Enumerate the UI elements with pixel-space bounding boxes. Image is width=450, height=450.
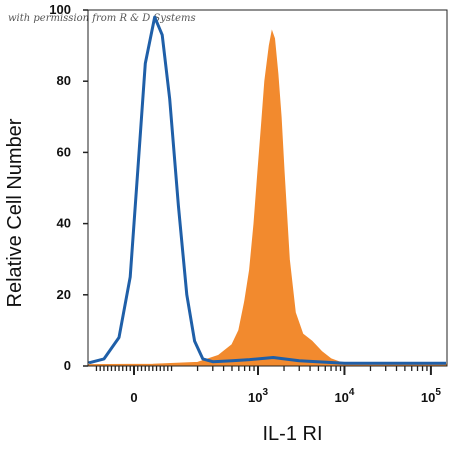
x-axis-title: IL-1 RI (262, 423, 322, 445)
plot-frame (87, 9, 448, 367)
series-outline-histogram (87, 15, 446, 365)
x-tick-label: 105 (421, 387, 441, 405)
x-tick-label: 104 (334, 387, 354, 405)
y-tick-label: 60 (57, 144, 71, 159)
y-axis-title: Relative Cell Number (4, 118, 26, 307)
x-tick-label: 0 (130, 390, 137, 405)
y-tick-label: 40 (57, 216, 71, 231)
y-tick-label: 80 (57, 73, 71, 88)
x-axis: 0 103 104 105 (95, 366, 441, 405)
y-tick-label: 0 (64, 358, 71, 373)
watermark-text: with permission from R & D Systems (8, 13, 196, 24)
y-axis: 0 20 40 60 80 100 (49, 2, 88, 373)
x-tick-label: 103 (248, 387, 268, 405)
y-tick-label: 100 (49, 2, 71, 17)
plot-area (87, 15, 447, 367)
y-tick-label: 20 (57, 287, 71, 302)
